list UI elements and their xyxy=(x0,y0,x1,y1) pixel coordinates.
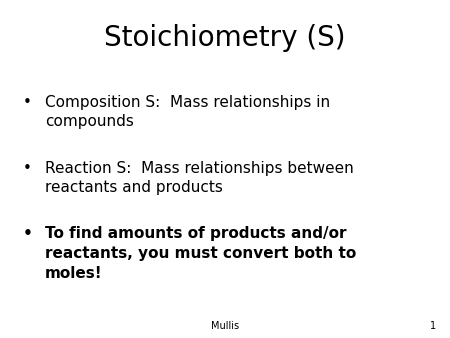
Text: •: • xyxy=(22,226,32,241)
Text: Composition S:  Mass relationships in
compounds: Composition S: Mass relationships in com… xyxy=(45,95,330,129)
Text: 1: 1 xyxy=(430,321,436,331)
Text: Mullis: Mullis xyxy=(211,321,239,331)
Text: To find amounts of products and/or
reactants, you must convert both to
moles!: To find amounts of products and/or react… xyxy=(45,226,356,281)
Text: •: • xyxy=(22,95,32,110)
Text: Reaction S:  Mass relationships between
reactants and products: Reaction S: Mass relationships between r… xyxy=(45,161,354,195)
Text: Stoichiometry (S): Stoichiometry (S) xyxy=(104,24,346,52)
Text: •: • xyxy=(22,161,32,175)
